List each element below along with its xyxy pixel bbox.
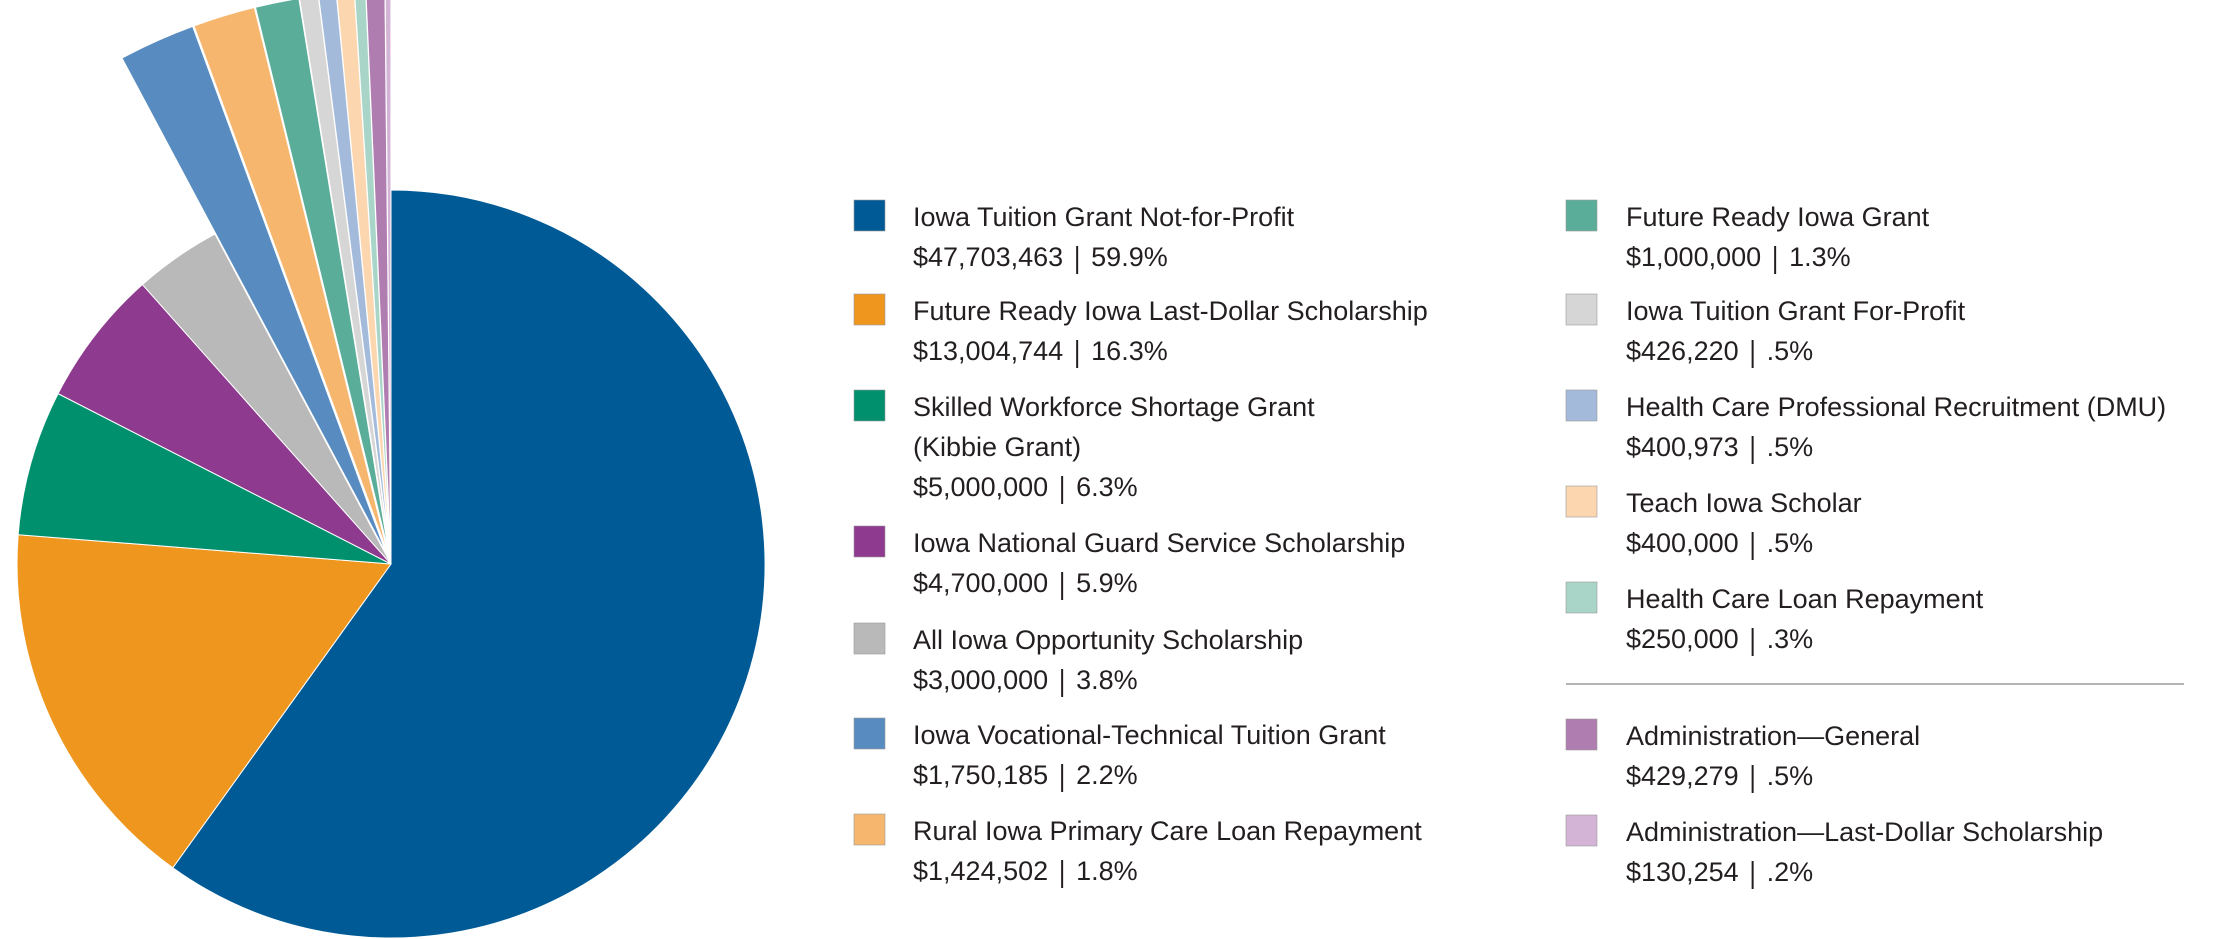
legend-value: $1,750,185: [913, 760, 1048, 790]
legend-percent: .5%: [1767, 761, 1814, 791]
legend-label-line: Iowa Tuition Grant Not-for-Profit: [913, 202, 1295, 232]
legend-label-line: Future Ready Iowa Last-Dollar Scholarshi…: [913, 296, 1428, 326]
legend-percent: 2.2%: [1076, 760, 1138, 790]
legend-label: Iowa Tuition Grant For-Profit: [1626, 296, 1966, 326]
legend-value: $1,424,502: [913, 856, 1048, 886]
legend-item: Rural Iowa Primary Care Loan Repayment $1…: [853, 813, 1422, 888]
legend-label-line: Iowa Tuition Grant For-Profit: [1626, 296, 1966, 326]
legend-swatch: [853, 717, 886, 750]
legend-swatch: [1565, 389, 1598, 422]
legend-percent: .3%: [1767, 624, 1814, 654]
legend-label: Future Ready Iowa Last-Dollar Scholarshi…: [913, 296, 1428, 326]
pie-slice: [141, 233, 392, 565]
legend-item: Skilled Workforce Shortage Grant (Kibbie …: [853, 389, 1315, 504]
legend-item: Iowa National Guard Service Scholarship $…: [853, 525, 1405, 600]
legend-label-line: (Kibbie Grant): [913, 432, 1081, 462]
legend-label-line: Iowa National Guard Service Scholarship: [913, 528, 1405, 558]
pie-slice: [193, 6, 388, 553]
legend-label-line: Administration—Last-Dollar Scholarship: [1626, 817, 2103, 847]
legend-value: $3,000,000: [913, 665, 1048, 695]
legend-label: Administration—General: [1626, 721, 1920, 751]
legend-label: Teach Iowa Scholar: [1626, 488, 1862, 518]
legend-swatch: [853, 813, 886, 846]
legend-swatch: [853, 199, 886, 232]
pie-slice: [336, 0, 391, 553]
legend-swatch: [1565, 199, 1598, 232]
legend-label-line: Rural Iowa Primary Care Loan Repayment: [913, 816, 1422, 846]
legend-label: Future Ready Iowa Grant: [1626, 202, 1930, 232]
legend-label: Skilled Workforce Shortage Grant (Kibbie …: [913, 392, 1315, 462]
legend-label-line: Teach Iowa Scholar: [1626, 488, 1862, 518]
legend-label-line: All Iowa Opportunity Scholarship: [913, 625, 1303, 655]
legend-percent: 5.9%: [1076, 568, 1138, 598]
pie-slice: [254, 0, 390, 553]
legend-swatch: [853, 293, 886, 326]
legend-swatch: [1565, 293, 1598, 326]
legend-percent: .5%: [1767, 336, 1814, 366]
legend-percent: .2%: [1767, 857, 1814, 887]
legend-item: Teach Iowa Scholar $400,000 .5%: [1565, 485, 1862, 560]
legend-item: Health Care Loan Repayment $250,000 .3%: [1565, 581, 1984, 656]
legend-label-line: Administration—General: [1626, 721, 1920, 751]
legend-item: Administration—Last-Dollar Scholarship $1…: [1565, 814, 2103, 889]
legend-item: Health Care Professional Recruitment (DM…: [1565, 389, 2166, 464]
legend-swatch: [853, 622, 886, 655]
legend-label: Iowa Vocational-Technical Tuition Grant: [913, 720, 1386, 750]
legend-label: Health Care Professional Recruitment (DM…: [1626, 392, 2166, 422]
legend-value: $426,220: [1626, 336, 1739, 366]
pie-slice: [384, 0, 392, 553]
legend-swatch: [1565, 485, 1598, 518]
legend-label: Iowa National Guard Service Scholarship: [913, 528, 1405, 558]
legend-label: Rural Iowa Primary Care Loan Repayment: [913, 816, 1422, 846]
legend-label-line: Health Care Loan Repayment: [1626, 584, 1984, 614]
legend-swatch: [1565, 814, 1598, 847]
legend-item: Iowa Tuition Grant For-Profit $426,220 .5%: [1565, 293, 1966, 368]
legend-value: $47,703,463: [913, 242, 1063, 272]
legend-label-line: Future Ready Iowa Grant: [1626, 202, 1930, 232]
legend-label: Iowa Tuition Grant Not-for-Profit: [913, 202, 1295, 232]
pie-slice: [121, 25, 387, 554]
legend-percent: .5%: [1767, 432, 1814, 462]
legend-value: $429,279: [1626, 761, 1739, 791]
legend-value: $13,004,744: [913, 336, 1063, 366]
legend-item: Iowa Vocational-Technical Tuition Grant $…: [853, 717, 1386, 792]
legend-percent: 1.8%: [1076, 856, 1138, 886]
pie-slice: [16, 534, 392, 869]
pie-slice: [365, 0, 392, 553]
legend-label: Health Care Loan Repayment: [1626, 584, 1984, 614]
legend-percent: 6.3%: [1076, 472, 1138, 502]
legend-value: $400,000: [1626, 528, 1739, 558]
legend-item: Future Ready Iowa Last-Dollar Scholarshi…: [853, 293, 1428, 368]
pie-slice: [17, 392, 392, 565]
legend-swatch: [1565, 581, 1598, 614]
legend-percent: .5%: [1767, 528, 1814, 558]
legend-value: $5,000,000: [913, 472, 1048, 502]
legend-item: All Iowa Opportunity Scholarship $3,000,0…: [853, 622, 1303, 697]
legend-percent: 3.8%: [1076, 665, 1138, 695]
legend-label-line: Health Care Professional Recruitment (DM…: [1626, 392, 2166, 422]
legend-swatch: [853, 525, 886, 558]
legend-item: Future Ready Iowa Grant $1,000,000 1.3%: [1565, 199, 1930, 274]
legend-value: $1,000,000: [1626, 242, 1761, 272]
legend-percent: 1.3%: [1789, 242, 1851, 272]
legend-value: $400,973: [1626, 432, 1739, 462]
legend-item: Administration—General $429,279 .5%: [1565, 718, 1920, 793]
legend-item: Iowa Tuition Grant Not-for-Profit $47,703…: [853, 199, 1295, 274]
legend-value: $4,700,000: [913, 568, 1048, 598]
legend-value: $250,000: [1626, 624, 1739, 654]
legend-swatch: [1565, 718, 1598, 751]
legend-value: $130,254: [1626, 857, 1739, 887]
legend-label-line: Iowa Vocational-Technical Tuition Grant: [913, 720, 1386, 750]
legend-swatch: [853, 389, 886, 422]
legend-percent: 16.3%: [1091, 336, 1168, 366]
legend-label-line: Skilled Workforce Shortage Grant: [913, 392, 1315, 422]
legend-percent: 59.9%: [1091, 242, 1168, 272]
pie-slice: [57, 283, 392, 565]
pie-slice: [172, 189, 766, 939]
legend-label: All Iowa Opportunity Scholarship: [913, 625, 1303, 655]
legend-label: Administration—Last-Dollar Scholarship: [1626, 817, 2103, 847]
